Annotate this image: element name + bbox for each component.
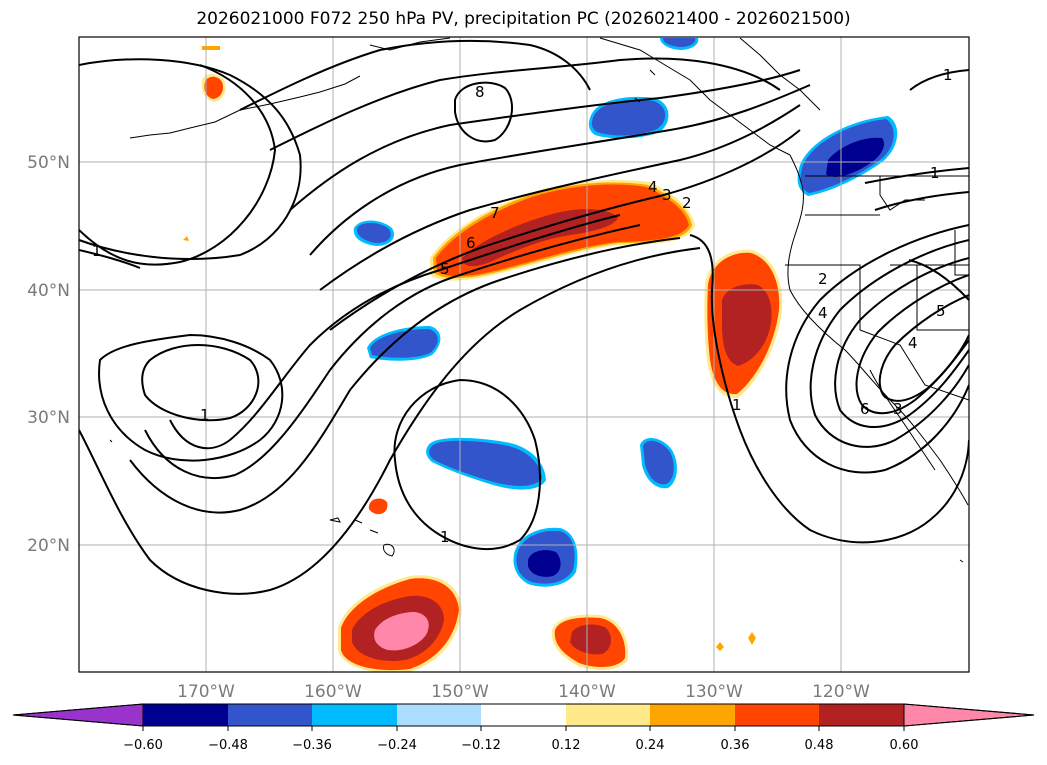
contour-label: 4 (818, 304, 828, 322)
contour-label: 5 (440, 260, 450, 278)
colorbar-segment (650, 704, 735, 726)
colorbar-tick-label: 0.36 (721, 738, 750, 753)
lon-label-160: 160°W (304, 682, 362, 702)
contour-label: 1 (943, 66, 953, 84)
map-plot-area: 1 1 1 1 1 1 2 2 3 4 4 4 5 5 6 6 7 8 3 (79, 37, 969, 672)
colorbar-segment (312, 704, 397, 726)
lon-label-150: 150°W (431, 682, 489, 702)
lon-labels: 170°W 160°W 150°W 140°W 130°W 120°W (177, 682, 870, 702)
colorbar-extend-low (12, 703, 144, 727)
lon-label-170: 170°W (177, 682, 235, 702)
pv-contours (79, 39, 969, 595)
contour-labels: 1 1 1 1 1 1 2 2 3 4 4 4 5 5 6 6 7 8 3 (92, 66, 953, 546)
colorbar-tick-label: 0.24 (636, 738, 665, 753)
contour-label: 1 (732, 396, 742, 414)
contour-label: 4 (648, 178, 658, 196)
contour-label: 1 (930, 164, 940, 182)
colorbar-tick-label: −0.24 (377, 738, 417, 753)
contour-label: 1 (92, 242, 102, 260)
contour-label: 7 (490, 204, 500, 222)
colorbar-extend-high (903, 703, 1035, 727)
lon-label-140: 140°W (558, 682, 616, 702)
contour-label: 1 (200, 406, 210, 424)
contour-label: 2 (682, 194, 692, 212)
colorbar-tick-label: −0.48 (208, 738, 248, 753)
contour-label: 5 (936, 302, 946, 320)
contour-label: 6 (466, 234, 476, 252)
colorbar-tick-label: −0.12 (461, 738, 501, 753)
colorbar-segment (735, 704, 819, 726)
colorbar-segment (228, 704, 312, 726)
contour-label: 8 (475, 83, 485, 101)
positive-precip-blobs (183, 46, 783, 672)
colorbar-tick-label: 0.48 (805, 738, 834, 753)
colorbar-segment (481, 704, 566, 726)
lon-label-120: 120°W (812, 682, 870, 702)
contour-label: 6 (860, 400, 870, 418)
colorbar-ticks (142, 726, 905, 731)
colorbar-segment (143, 704, 228, 726)
contour-label: 2 (818, 270, 828, 288)
map-frame (78, 36, 970, 673)
precip-positive-peak (374, 612, 429, 651)
colorbar-segment (566, 704, 650, 726)
contour-label: 3 (893, 400, 903, 418)
colorbar-segment (397, 704, 481, 726)
colorbar-tick-label: −0.60 (123, 738, 163, 753)
precip-negative-core (528, 550, 561, 577)
lat-label-30: 30°N (27, 408, 70, 428)
lat-label-20: 20°N (27, 536, 70, 556)
lat-labels: 50°N 40°N 30°N 20°N (27, 153, 70, 556)
lat-label-50: 50°N (27, 153, 70, 173)
colorbar-segment (819, 704, 904, 726)
map-title: 2026021000 F072 250 hPa PV, precipitatio… (196, 9, 851, 29)
colorbar-tick-label: 0.12 (552, 738, 581, 753)
colorbar-tick-label: −0.36 (292, 738, 332, 753)
lat-label-40: 40°N (27, 281, 70, 301)
contour-label: 3 (662, 186, 672, 204)
colorbar-tick-label: 0.60 (890, 738, 919, 753)
lon-label-130: 130°W (685, 682, 743, 702)
contour-label: 1 (440, 528, 450, 546)
colorbar: −0.60 −0.48 −0.36 −0.24 −0.12 0.12 0.24 … (12, 703, 1035, 753)
contour-label: 4 (908, 334, 918, 352)
